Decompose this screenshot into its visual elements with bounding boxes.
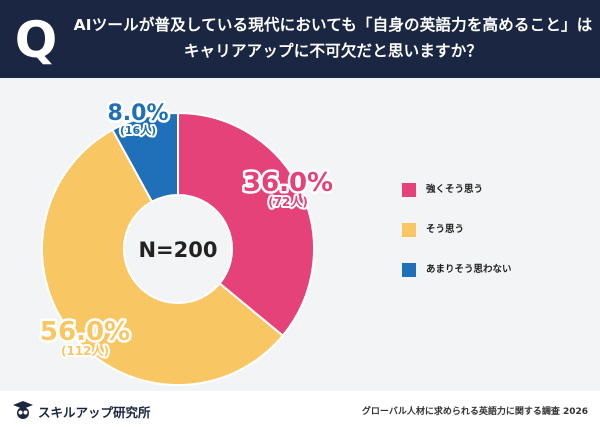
question-line-1: AIツールが普及している現代においても「自身の英語力を高めること」は (73, 16, 593, 34)
donut-chart: N=200 36.0%(72人) 56.0%(112人) 8.0%(16人) (37, 99, 336, 386)
legend-label: そう思う (426, 224, 465, 235)
question-text: AIツールが普及している現代においても「自身の英語力を高めること」は キャリアア… (72, 12, 594, 64)
pie-slice-1 (41, 128, 285, 386)
slice-percent-label-0: 36.0% (243, 168, 333, 198)
slice-count-label-1: (112人) (61, 343, 109, 358)
legend-swatch (402, 183, 416, 197)
footer: スキルアップ研究所 グローバル人材に求められる英語力に関する調査 2026 (0, 391, 600, 427)
slice-percent-label-2: 8.0% (107, 101, 168, 126)
slice-count-label-2: (16人) (120, 123, 156, 137)
source-note: グローバル人材に求められる英語力に関する調査 2026 (361, 407, 588, 417)
question-header: Q AIツールが普及している現代においても「自身の英語力を高めること」は キャリ… (0, 0, 600, 78)
slice-count-label-0: (72人) (268, 194, 308, 209)
legend-swatch (402, 263, 416, 277)
question-line-2: キャリアアップに不可欠だと思いますか？ (183, 42, 483, 60)
legend-swatch (402, 223, 416, 237)
brand-name: スキルアップ研究所 (38, 405, 151, 420)
graduation-owl-icon (13, 401, 33, 419)
pie-slice-2 (111, 111, 179, 204)
q-mark-icon: Q (14, 11, 58, 69)
slice-percent-label-1: 56.0% (40, 317, 130, 347)
legend-label: あまりそう思わない (426, 264, 512, 275)
pie-slice-0 (177, 111, 315, 338)
center-label: N=200 (138, 238, 217, 262)
legend-label: 強くそう思う (426, 184, 484, 195)
